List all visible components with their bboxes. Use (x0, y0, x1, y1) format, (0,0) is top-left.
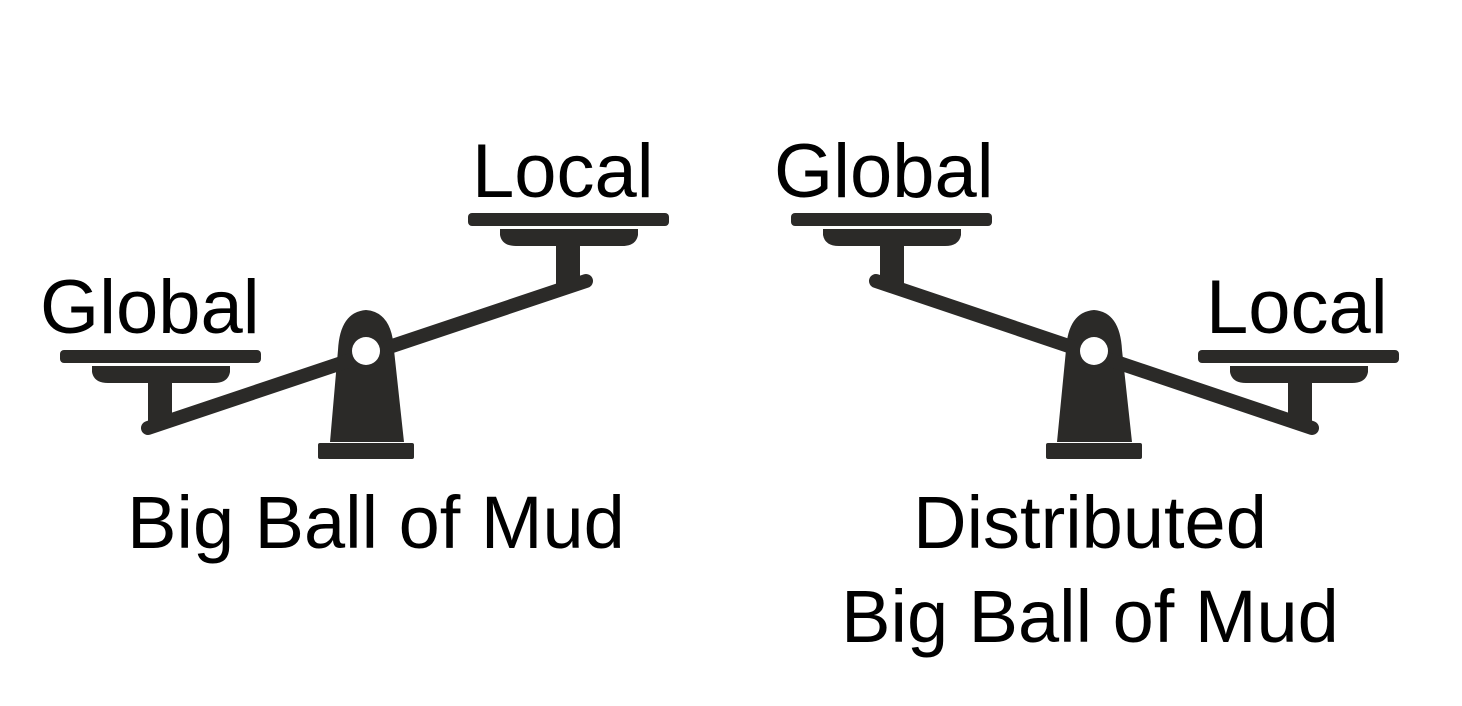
scale-pivot (352, 337, 380, 365)
caption-line: Big Ball of Mud (127, 481, 625, 564)
pan-label-global: Global (774, 129, 994, 214)
scale-pillar (330, 310, 404, 442)
scale-pillar (1057, 310, 1132, 442)
scale-pan-right (500, 229, 638, 246)
caption-line: Big Ball of Mud (841, 574, 1339, 658)
scale-pan-right-plate (1198, 350, 1399, 363)
scale-pan-left (823, 229, 961, 246)
scale-right (791, 213, 1399, 459)
caption-distributed-big-ball-of-mud: Distributed Big Ball of Mud (790, 476, 1390, 664)
caption-line: Distributed (913, 481, 1267, 564)
scale-left (60, 213, 669, 459)
scale-pan-right (1230, 366, 1368, 383)
scale-pivot (1080, 337, 1108, 365)
scale-pan-left-plate (791, 213, 992, 226)
scale-pan-left (92, 366, 230, 383)
scale-pan-right-plate (468, 213, 669, 226)
scale-base (1046, 443, 1142, 459)
pan-label-local: Local (472, 129, 654, 214)
caption-big-ball-of-mud: Big Ball of Mud (76, 476, 676, 570)
pan-label-local: Local (1206, 265, 1388, 350)
scale-base (318, 443, 414, 459)
scale-pan-left-plate (60, 350, 261, 363)
pan-label-global: Global (40, 265, 260, 350)
